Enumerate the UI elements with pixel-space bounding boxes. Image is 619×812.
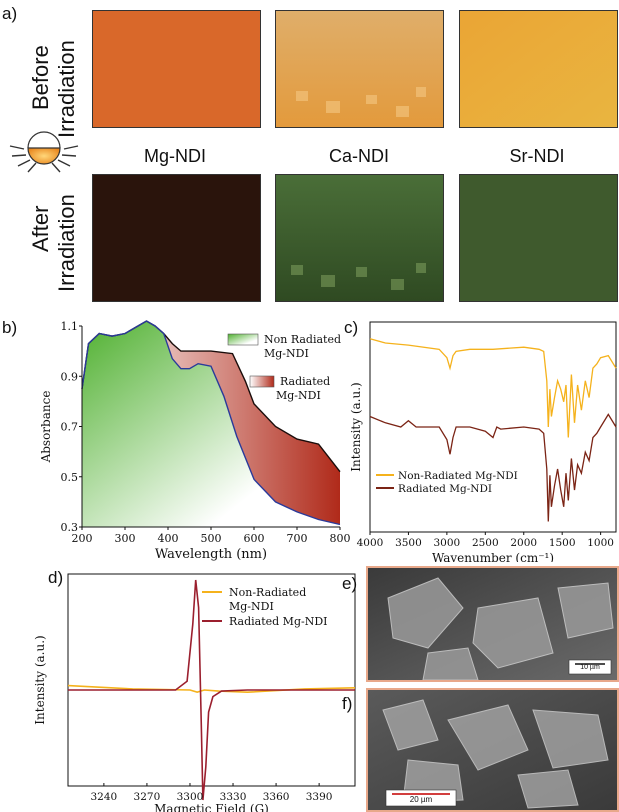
legend-label-0: Non-Radiated: [229, 586, 306, 599]
legend-swatch-radiated: [249, 375, 275, 388]
row-label-before: Before: [28, 45, 53, 110]
photo-mg-ndi-before: [92, 10, 261, 128]
legend-label-non-radiated-line2: Mg-NDI: [264, 347, 309, 360]
legend-label-radiated-line2: Mg-NDI: [276, 389, 321, 402]
x-tick-label: 2500: [472, 537, 499, 549]
series-line-1: [369, 413, 617, 522]
series-line-0: [369, 338, 617, 438]
legend-label-non-radiated: Non Radiated: [264, 333, 341, 346]
x-tick-label: 500: [201, 532, 222, 545]
scale-bar-label-f: 20 µm: [409, 795, 433, 804]
panel-label-a: a): [2, 4, 18, 23]
photo-mg-ndi-after: [92, 174, 261, 302]
x-axis-label: Magnetic Field (G): [154, 802, 269, 812]
sem-image-f: 20 µm: [366, 688, 619, 812]
legend-label-1: Radiated Mg-NDI: [398, 483, 492, 495]
y-axis-label: Intensity (a.u.): [33, 635, 47, 724]
sem-image-e: 10 µm: [366, 566, 619, 682]
photo-sr-ndi-before: [459, 10, 618, 128]
x-tick-label: 3300: [177, 791, 204, 803]
legend-label-radiated: Radiated: [280, 375, 330, 388]
non-radiated-line: [81, 320, 341, 526]
radiated-area-fill: [82, 321, 340, 525]
plot-frame: [67, 573, 356, 787]
epr-spectrum-chart: 3240 3270 3300 3330 3360 3390 Magnetic Field (…: [33, 573, 356, 812]
scale-bar-label-e: 10 µm: [580, 664, 600, 671]
column-label-sr-ndi: Sr-NDI: [509, 146, 565, 166]
legend-swatch-non-radiated: [227, 333, 259, 346]
photo-ca-ndi-before: [275, 10, 444, 128]
panel-label-c: c): [344, 318, 359, 337]
legend-label-0: Non-Radiated Mg-NDI: [398, 470, 518, 482]
x-tick-label: 3240: [91, 791, 118, 803]
photo-ca-ndi-after: [275, 174, 444, 302]
x-tick-label: 3000: [434, 537, 461, 549]
series-line-0: [67, 684, 356, 694]
x-tick-label: 800: [330, 532, 351, 545]
x-axis-label: Wavenumber (cm⁻¹): [432, 551, 554, 562]
panel-label-b: b): [2, 318, 18, 337]
x-tick-label: 300: [115, 532, 136, 545]
x-tick-label: 3390: [306, 791, 333, 803]
x-tick-label: 3360: [263, 791, 290, 803]
x-tick-label: 4000: [357, 537, 384, 549]
photo-sr-ndi-after: [459, 174, 618, 302]
x-tick-label: 1500: [549, 537, 576, 549]
y-axis-label: Absorbance: [39, 391, 53, 464]
row-label-after: After: [28, 205, 53, 252]
plot-frame: [369, 321, 617, 533]
panel-label-e: e): [342, 574, 358, 593]
y-tick-label: 0.7: [61, 421, 79, 434]
panel-label-d: d): [48, 568, 64, 587]
x-tick-label: 3500: [395, 537, 422, 549]
x-tick-label: 3330: [220, 791, 247, 803]
y-axis-label: Intensity (a.u.): [349, 382, 363, 471]
column-label-ca-ndi: Ca-NDI: [328, 146, 389, 166]
y-tick-label: 0.9: [61, 370, 79, 383]
legend-label-1: Radiated Mg-NDI: [229, 615, 328, 628]
series-line-1: [68, 579, 355, 801]
absorbance-chart: 200 300 400 500 600 700 800 0.3 0.5 0.7 0.9 1.1 Wave…: [39, 320, 351, 562]
ir-spectrum-chart: 4000 3500 3000 2500 2000 1500 1000 Wavenumber (…: [349, 321, 617, 562]
y-tick-label: 0.3: [61, 521, 79, 534]
x-tick-label: 2000: [510, 537, 537, 549]
irradiation-sun-icon: [9, 131, 79, 173]
row-label-after-irradiation: Irradiation: [54, 194, 79, 292]
x-tick-label: 3270: [134, 791, 161, 803]
x-axis-label: Wavelength (nm): [155, 547, 267, 562]
x-tick-label: 200: [72, 532, 93, 545]
non-radiated-area-fill: [82, 321, 340, 527]
panel-label-f: f): [342, 694, 353, 713]
x-tick-label: 600: [244, 532, 265, 545]
x-tick-label: 400: [158, 532, 179, 545]
legend-label-0-line2: Mg-NDI: [229, 600, 274, 613]
y-tick-label: 0.5: [61, 471, 79, 484]
column-label-mg-ndi: Mg-NDI: [144, 146, 206, 166]
x-tick-label: 1000: [587, 537, 614, 549]
row-label-before-irradiation: Irradiation: [54, 40, 79, 138]
x-tick-label: 700: [287, 532, 308, 545]
y-tick-label: 1.1: [61, 320, 79, 333]
